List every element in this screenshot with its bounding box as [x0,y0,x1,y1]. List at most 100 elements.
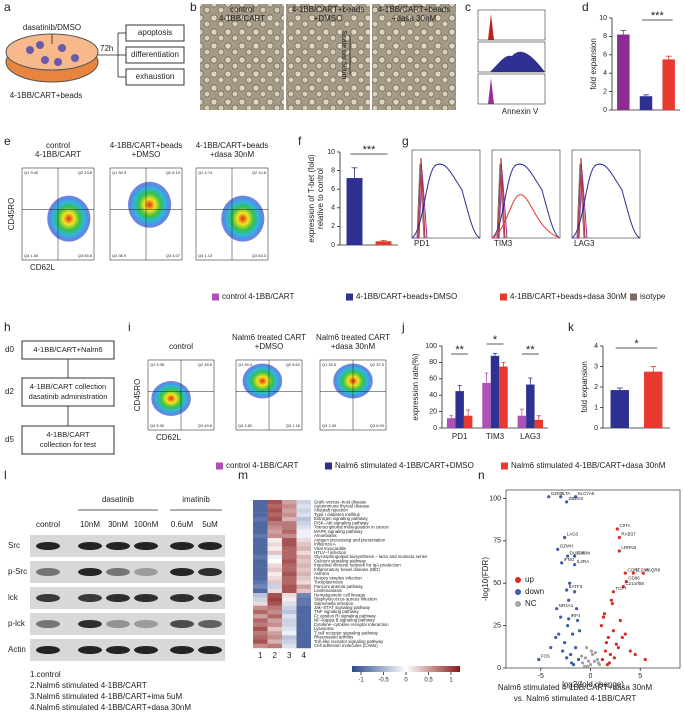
heatmap-cell [253,554,268,560]
significance: * [634,338,639,350]
blot-band [36,620,60,628]
heatmap-cell [282,622,297,628]
point [595,657,600,662]
heatmap-cell [282,500,297,505]
column-label: 2 [273,651,278,660]
pathway-label: NF−kappa B signaling pathway [314,618,375,623]
heatmap-cell [282,529,297,535]
pathway-label: TNF signaling pathway [314,609,359,614]
heatmap-cell [267,504,282,509]
heatmap-cell [267,525,282,530]
heatmap-cell [296,584,311,589]
point [596,661,601,665]
point [583,656,588,660]
step-text: 4-1BB/CART collection [30,382,106,391]
heatmap-cell [282,597,297,602]
bar [346,178,363,245]
point [601,615,606,619]
panel-letter: k [568,320,575,334]
image-title: 4-1BB/CART+beads [292,5,365,14]
point [563,640,567,645]
heatmap-cell [267,609,282,615]
blot-band [134,646,158,654]
pathway-label: Jak−STAT signaling pathway [314,605,371,610]
gene-point [537,657,541,662]
x-tick-label: 5 [638,673,642,680]
quadrant-value: Q3 83.3 [252,253,267,258]
heatmap-cell [253,504,268,509]
heatmap-cell [253,593,268,598]
blot-band [198,646,222,654]
bar [617,34,630,111]
quadrant-value: Q1 9.40 [24,170,39,175]
heatmap-cell [296,601,311,606]
point [573,590,577,594]
gene-label: IFNG [564,557,575,562]
plot-title: 4-1BB/CART+beads [110,141,183,150]
heatmap-cell [253,601,268,606]
pathway-label: Toxoplasmosis [314,580,344,585]
heatmap-cell [253,516,268,522]
step-box [21,377,115,407]
pathway-label: PI3K−Akt signaling pathway [314,520,369,525]
pathway-label: Antigen processing and presentation [314,537,386,542]
point [590,652,595,657]
legend-label: 4-1BB/CART+beads+DMSO [356,292,457,301]
heatmap-cell [282,571,297,577]
heatmap-cell [282,563,297,568]
pathway-label: Rheumatoid arthritis [314,635,354,640]
pathway-label: Salmonella infection [314,601,354,606]
heatmap-cell [253,538,268,543]
heatmap-cell [296,580,311,585]
histogram-frame [411,149,481,239]
flow-density [221,195,265,242]
heatmap-cell [296,563,311,568]
heatmap-cell [267,529,282,535]
pathway-label: Leishmaniasis [314,588,343,593]
quadrant-value: Q4 36.9 [112,253,127,258]
y-tick-label: 100 [425,343,437,350]
point [628,649,632,653]
gene-point [559,495,563,499]
y-tick-label: 40 [429,392,437,399]
significance: *** [651,10,665,22]
gene-point [565,500,569,504]
heatmap-cell [267,571,282,577]
legend-label: up [525,575,534,584]
legend-swatch [216,462,223,470]
plot-title: +DMSO [132,150,161,159]
step-text: 4-1BB/CART [46,430,90,439]
blot-band [36,646,60,654]
panel-letter: j [401,320,405,334]
treatment-label: dasatinib/DMSO [23,23,81,32]
pathway-label: HTLV−I infection [314,550,347,555]
histogram-frame [571,149,641,239]
gene-point [573,554,577,558]
pathway-label: Transcriptional misregulation in cancer [314,525,390,530]
point [565,656,569,660]
bar [534,419,544,428]
heatmap-cell [296,538,311,543]
blot-band [78,542,102,550]
protein-label: lck [8,593,19,602]
pathway-label: Influenza A [314,542,336,547]
heatmap-cell [267,588,282,594]
gene-point [565,588,569,592]
quadrant-value: Q3 49.8 [198,423,213,428]
pathway-label: Herpes simplex infection [314,575,362,580]
heatmap-cell [253,609,268,615]
outcome-box [125,24,185,42]
legend-label: Nalm6 stimulated 4-1BB/CART+DMSO [335,461,474,470]
quadrant-value: Q2 37.3 [370,362,385,367]
legend-note: 1.control [30,670,61,679]
blot-band [106,568,130,576]
blot-band [36,542,60,550]
point [612,656,616,660]
panel-letter: m [238,468,248,482]
panel-letter: d [582,0,589,14]
heatmap-cell [282,508,297,513]
point [600,657,605,662]
blot-band [134,568,158,576]
y-tick-label: 10 [327,149,335,156]
heatmap-cell [253,571,268,577]
